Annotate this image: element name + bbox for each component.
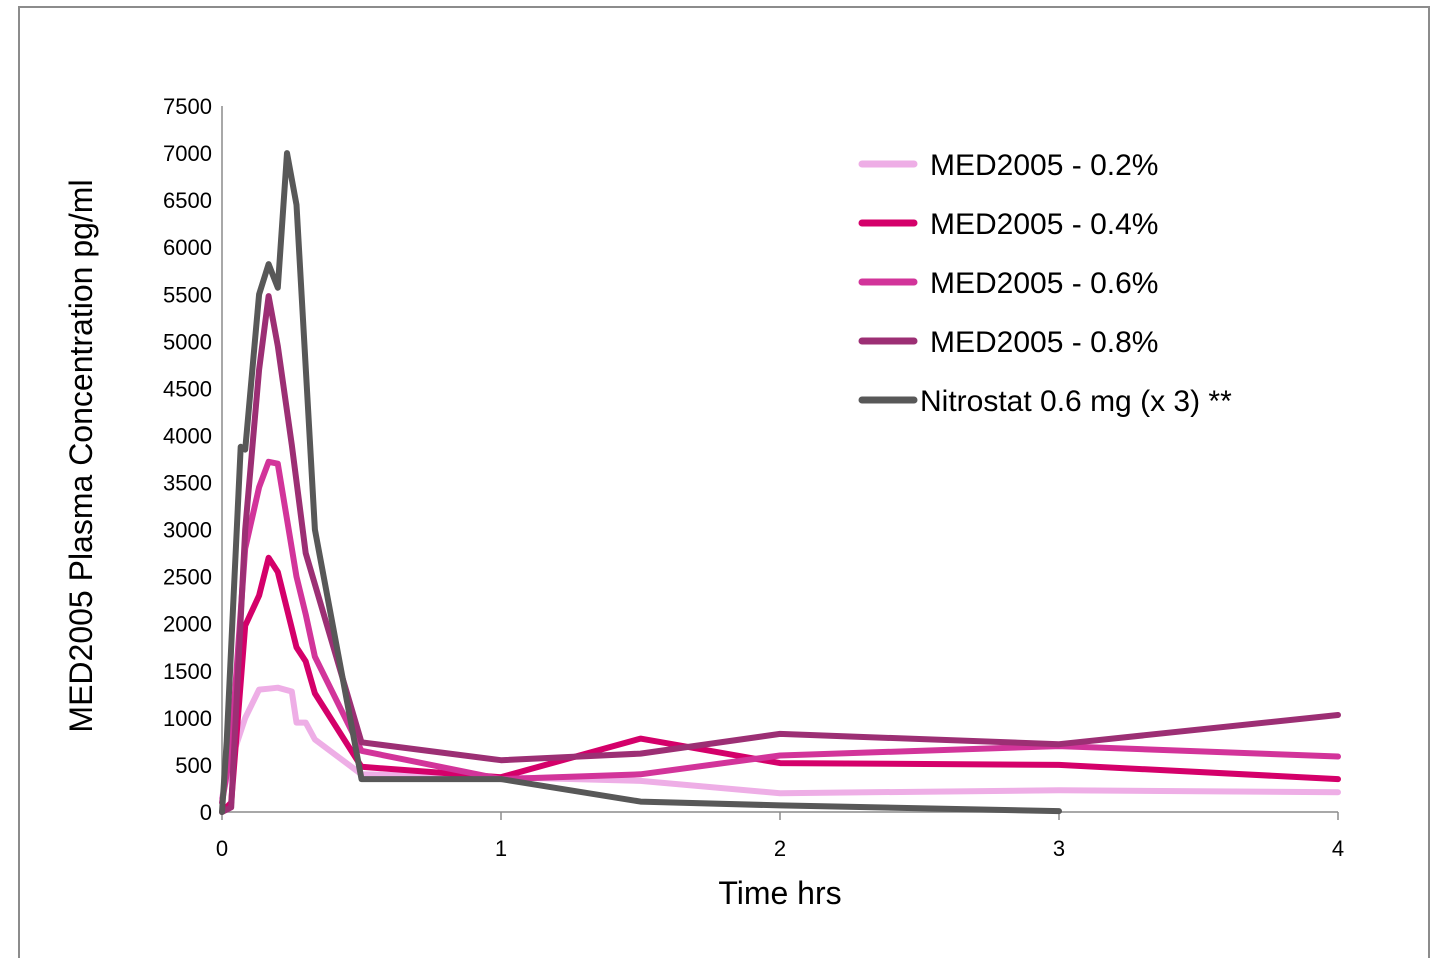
- x-tick-label: 4: [1332, 836, 1344, 861]
- y-tick-label: 0: [200, 800, 212, 825]
- series-line-4: [219, 293, 1341, 815]
- x-tick-label: 2: [774, 836, 786, 861]
- y-axis-title: MED2005 Plasma Concentration pg/ml: [63, 179, 99, 732]
- y-tick-label: 7500: [163, 94, 212, 119]
- y-tick-label: 5000: [163, 329, 212, 354]
- y-tick-label: 1500: [163, 659, 212, 684]
- legend-label-2: MED2005 - 0.4%: [930, 208, 1158, 241]
- legend-label-1: MED2005 - 0.2%: [930, 149, 1158, 182]
- x-tick-label: 0: [216, 836, 228, 861]
- y-tick-label: 5500: [163, 282, 212, 307]
- series-layer: [219, 150, 1341, 815]
- y-tick-label: 7000: [163, 141, 212, 166]
- series-line-2: [219, 554, 1341, 815]
- y-axis: 0 500 1000 1500 2000 2500 3000 3500 4000 4500 5000…: [163, 94, 223, 825]
- series-line-1: [219, 684, 1341, 801]
- series-line-3: [219, 458, 1341, 806]
- y-tick-label: 2500: [163, 565, 212, 590]
- chart-frame: [18, 6, 1430, 958]
- x-axis: 0 1 2 3 4: [216, 811, 1344, 861]
- x-tick-label: 3: [1053, 836, 1065, 861]
- y-tick-label: 1000: [163, 706, 212, 731]
- y-tick-label: 6500: [163, 188, 212, 213]
- legend-label-5: Nitrostat 0.6 mg (x 3) **: [920, 385, 1232, 418]
- y-tick-label: 6000: [163, 235, 212, 260]
- y-tick-label: 500: [175, 753, 212, 778]
- y-tick-label: 4500: [163, 376, 212, 401]
- y-tick-label: 2000: [163, 612, 212, 637]
- legend: MED2005 - 0.2% MED2005 - 0.4% MED2005 - 0.…: [858, 149, 1232, 418]
- x-tick-label: 1: [495, 836, 507, 861]
- y-tick-label: 4000: [163, 423, 212, 448]
- legend-label-3: MED2005 - 0.6%: [930, 267, 1158, 300]
- y-tick-label: 3000: [163, 518, 212, 543]
- series-line-5: [219, 150, 1062, 815]
- x-axis-title: Time hrs: [718, 875, 841, 911]
- y-tick-label: 3500: [163, 471, 212, 496]
- legend-label-4: MED2005 - 0.8%: [930, 326, 1158, 359]
